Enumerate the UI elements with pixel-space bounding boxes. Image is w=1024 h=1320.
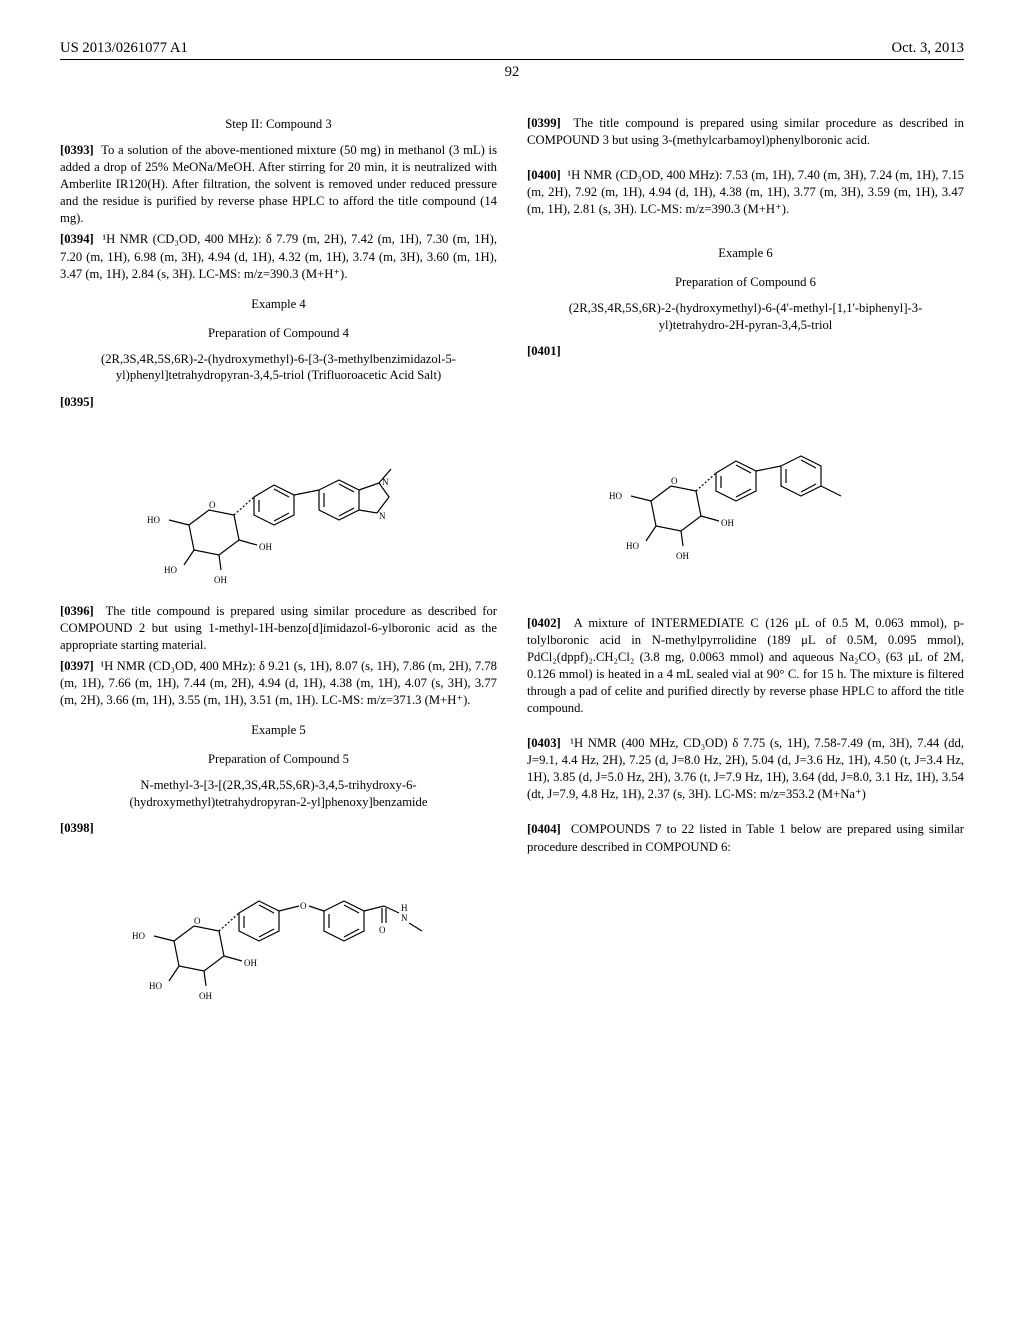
compound-name: N-methyl-3-[3-[(2R,3S,4R,5S,6R)-3,4,5-tr… — [90, 777, 467, 810]
page-number: 92 — [60, 64, 964, 81]
svg-text:O: O — [194, 916, 201, 926]
svg-text:H: H — [401, 903, 408, 913]
paragraph-0396: [0396] The title compound is prepared us… — [60, 603, 497, 654]
svg-text:HO: HO — [609, 491, 622, 501]
compound-name: (2R,3S,4R,5S,6R)-2-(hydroxymethyl)-6-[3-… — [90, 351, 467, 384]
svg-text:N: N — [379, 511, 386, 521]
page-header: US 2013/0261077 A1 Oct. 3, 2013 — [60, 40, 964, 60]
para-text: A mixture of INTERMEDIATE C (126 μL of 0… — [527, 616, 964, 715]
left-column: Step II: Compound 3 [0393] To a solution… — [60, 111, 497, 1019]
svg-text:OH: OH — [259, 542, 272, 552]
para-num: [0394] — [60, 232, 94, 246]
para-text: The title compound is prepared using sim… — [527, 116, 964, 147]
svg-text:O: O — [379, 925, 386, 935]
paragraph-0401: [0401] — [527, 343, 964, 360]
patent-number: US 2013/0261077 A1 — [60, 40, 188, 57]
svg-text:O: O — [300, 901, 307, 911]
svg-text:OH: OH — [721, 518, 734, 528]
two-column-layout: Step II: Compound 3 [0393] To a solution… — [60, 111, 964, 1019]
right-column: [0399] The title compound is prepared us… — [527, 111, 964, 1019]
para-num: [0403] — [527, 736, 561, 750]
svg-text:O: O — [671, 476, 678, 486]
preparation-title: Preparation of Compound 5 — [60, 752, 497, 767]
paragraph-0402: [0402] A mixture of INTERMEDIATE C (126 … — [527, 615, 964, 718]
svg-text:HO: HO — [147, 515, 160, 525]
preparation-title: Preparation of Compound 6 — [527, 275, 964, 290]
chemical-structure-compound5: O HO HO OH OH — [60, 851, 497, 1005]
para-text: To a solution of the above-mentioned mix… — [60, 143, 497, 225]
svg-text:OH: OH — [199, 991, 212, 1001]
para-text: ¹H NMR (400 MHz, CD₃OD) δ 7.75 (s, 1H), … — [527, 736, 964, 801]
para-text: ¹H NMR (CD₃OD, 400 MHz): δ 7.79 (m, 2H),… — [60, 232, 497, 280]
svg-text:HO: HO — [149, 981, 162, 991]
patent-date: Oct. 3, 2013 — [892, 40, 964, 57]
paragraph-0403: [0403] ¹H NMR (400 MHz, CD₃OD) δ 7.75 (s… — [527, 735, 964, 803]
para-text: COMPOUNDS 7 to 22 listed in Table 1 belo… — [527, 822, 964, 853]
paragraph-0394: [0394] ¹H NMR (CD₃OD, 400 MHz): δ 7.79 (… — [60, 231, 497, 282]
chemical-structure-compound6: O HO HO OH OH — [527, 391, 964, 575]
example-title: Example 4 — [60, 297, 497, 312]
para-num: [0402] — [527, 616, 561, 630]
para-num: [0399] — [527, 116, 561, 130]
step-title: Step II: Compound 3 — [60, 117, 497, 132]
para-num: [0396] — [60, 604, 94, 618]
svg-text:HO: HO — [626, 541, 639, 551]
para-num: [0400] — [527, 168, 561, 182]
para-num: [0398] — [60, 821, 94, 835]
paragraph-0404: [0404] COMPOUNDS 7 to 22 listed in Table… — [527, 821, 964, 855]
svg-text:OH: OH — [676, 551, 689, 561]
compound-name: (2R,3S,4R,5S,6R)-2-(hydroxymethyl)-6-(4'… — [557, 300, 934, 333]
svg-text:O: O — [209, 500, 216, 510]
paragraph-0398: [0398] — [60, 820, 497, 837]
para-text: The title compound is prepared using sim… — [60, 604, 497, 652]
svg-text:OH: OH — [214, 575, 227, 585]
para-num: [0401] — [527, 344, 561, 358]
example-title: Example 6 — [527, 246, 964, 261]
chemical-structure-compound4: O HO HO OH OH — [60, 425, 497, 589]
svg-text:HO: HO — [132, 931, 145, 941]
svg-text:N: N — [401, 913, 408, 923]
para-text: ¹H NMR (CD₃OD, 400 MHz): δ 9.21 (s, 1H),… — [60, 659, 497, 707]
paragraph-0400: [0400] ¹H NMR (CD₃OD, 400 MHz): 7.53 (m,… — [527, 167, 964, 218]
svg-text:HO: HO — [164, 565, 177, 575]
para-num: [0393] — [60, 143, 94, 157]
svg-text:OH: OH — [244, 958, 257, 968]
para-num: [0404] — [527, 822, 561, 836]
paragraph-0395: [0395] — [60, 394, 497, 411]
para-num: [0397] — [60, 659, 94, 673]
example-title: Example 5 — [60, 723, 497, 738]
para-text: ¹H NMR (CD₃OD, 400 MHz): 7.53 (m, 1H), 7… — [527, 168, 964, 216]
preparation-title: Preparation of Compound 4 — [60, 326, 497, 341]
para-num: [0395] — [60, 395, 94, 409]
paragraph-0397: [0397] ¹H NMR (CD₃OD, 400 MHz): δ 9.21 (… — [60, 658, 497, 709]
paragraph-0399: [0399] The title compound is prepared us… — [527, 115, 964, 149]
paragraph-0393: [0393] To a solution of the above-mentio… — [60, 142, 497, 227]
